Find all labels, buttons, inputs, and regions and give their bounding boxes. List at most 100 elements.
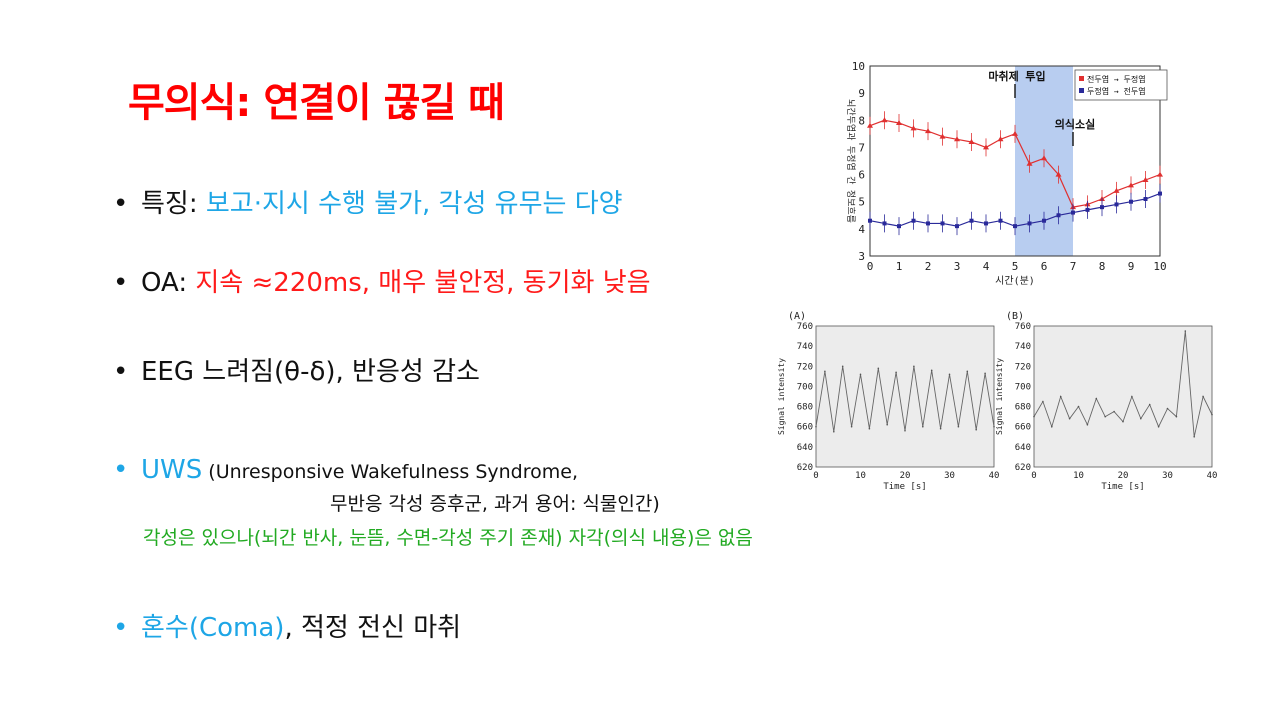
- panel-label: (A): [788, 311, 806, 322]
- data-point: [1012, 130, 1018, 136]
- data-point: [1042, 400, 1044, 403]
- data-point: [926, 221, 930, 226]
- data-point: [1026, 160, 1033, 166]
- data-point: [1202, 395, 1204, 398]
- y-tick-label: 660: [1015, 423, 1031, 433]
- plot-frame: [815, 325, 995, 468]
- data-point: [1142, 177, 1149, 182]
- y-tick-label: 7: [858, 141, 865, 154]
- x-tick-label: 20: [900, 471, 911, 481]
- y-tick-label: 700: [1015, 382, 1031, 392]
- data-point: [1113, 410, 1115, 413]
- annotation-loc: 의식소실: [1055, 117, 1095, 131]
- bullet-dot: •: [113, 613, 129, 643]
- x-tick-label: 1: [896, 260, 903, 273]
- x-tick-label: 8: [1099, 260, 1106, 273]
- bullet-uws: • UWS (Unresponsive Wakefulness Syndrome,: [113, 455, 578, 485]
- x-tick-label: 0: [1031, 471, 1036, 481]
- data-point: [913, 365, 915, 368]
- data-point: [881, 117, 888, 123]
- x-tick-label: 10: [1153, 260, 1166, 273]
- bullet-text: EEG 느려짐(θ-δ), 반응성 감소: [141, 357, 480, 387]
- bullet-dot: •: [113, 357, 129, 387]
- data-point: [1131, 395, 1133, 398]
- data-point: [1129, 199, 1133, 204]
- data-point: [1041, 155, 1047, 161]
- data-point: [925, 128, 931, 134]
- data-point: [1157, 425, 1160, 428]
- data-point: [998, 218, 1003, 223]
- x-tick-label: 4: [983, 260, 990, 273]
- data-point: [1113, 187, 1120, 193]
- data-point: [1128, 182, 1134, 188]
- data-point: [897, 224, 901, 229]
- bullet-label: 특징:: [141, 189, 206, 219]
- data-point: [868, 427, 871, 430]
- y-tick-label: 760: [797, 322, 813, 332]
- data-point: [895, 371, 897, 374]
- y-axis-label: 뇌간두엽과 두정엽 간 정보흐름: [845, 99, 856, 223]
- y-tick-label: 740: [1015, 342, 1031, 352]
- data-point: [868, 218, 872, 223]
- y-tick-label: 720: [797, 362, 813, 372]
- data-point: [1193, 435, 1195, 438]
- data-point: [1184, 330, 1187, 332]
- data-point: [882, 221, 887, 226]
- data-point: [824, 370, 826, 373]
- data-point: [911, 218, 916, 223]
- annotation-anesthesia: 마취제 투입: [988, 69, 1045, 83]
- bullet-eeg: • EEG 느려짐(θ-δ), 반응성 감소: [113, 351, 480, 388]
- data-point: [1051, 425, 1053, 428]
- x-axis-label: 시간(분): [995, 275, 1035, 287]
- data-point: [886, 423, 888, 426]
- data-point: [1095, 397, 1098, 400]
- y-tick-label: 10: [852, 60, 865, 73]
- y-tick-label: 700: [797, 382, 813, 392]
- y-tick-label: 640: [1015, 443, 1031, 453]
- data-point: [1166, 407, 1169, 410]
- data-point: [904, 429, 906, 432]
- x-tick-label: 30: [944, 471, 955, 481]
- data-point: [984, 221, 988, 226]
- data-point: [850, 425, 853, 428]
- data-point: [1085, 207, 1090, 212]
- data-point: [968, 139, 975, 144]
- data-point: [1086, 423, 1089, 426]
- x-axis-label: Time [s]: [883, 482, 926, 490]
- x-tick-label: 40: [1207, 471, 1218, 481]
- y-tick-label: 620: [797, 463, 813, 473]
- data-point: [997, 136, 1004, 142]
- data-point: [957, 425, 960, 428]
- bullet-text: 지속 ≈220ms, 매우 불안정, 동기화 낮음: [195, 268, 651, 298]
- bullet-dot: •: [113, 189, 129, 219]
- x-tick-label: 6: [1041, 260, 1048, 273]
- plot-frame: [1033, 325, 1213, 468]
- page-title: 무의식: 연결이 끊길 때: [128, 80, 505, 126]
- data-point: [948, 373, 951, 376]
- y-tick-label: 720: [1015, 362, 1031, 372]
- bullet-label: OA:: [141, 268, 196, 298]
- y-tick-label: 640: [797, 443, 813, 453]
- data-point: [975, 428, 977, 431]
- y-tick-label: 740: [797, 342, 813, 352]
- x-tick-label: 10: [1073, 471, 1084, 481]
- data-point: [1071, 210, 1075, 215]
- data-point: [1027, 221, 1032, 226]
- legend-label: 두정엽 → 전두엽: [1087, 86, 1146, 96]
- y-tick-label: 8: [858, 114, 865, 127]
- x-tick-label: 7: [1070, 260, 1077, 273]
- data-point: [939, 133, 946, 139]
- data-point: [955, 224, 959, 229]
- bullet-text: , 적정 전신 마취: [284, 613, 462, 643]
- data-point: [922, 425, 924, 428]
- data-point: [1122, 420, 1124, 423]
- x-tick-label: 40: [989, 471, 1000, 481]
- y-tick-label: 760: [1015, 322, 1031, 332]
- signal-intensity-charts: (A) 620 640 660 680 700 720 740 760 0 10 20 30 40 Time…: [768, 308, 1238, 490]
- data-point: [859, 373, 862, 376]
- data-point: [954, 136, 960, 142]
- legend-box: [1074, 69, 1168, 101]
- data-point: [833, 430, 835, 433]
- data-point: [1055, 171, 1062, 177]
- x-tick-label: 10: [855, 471, 866, 481]
